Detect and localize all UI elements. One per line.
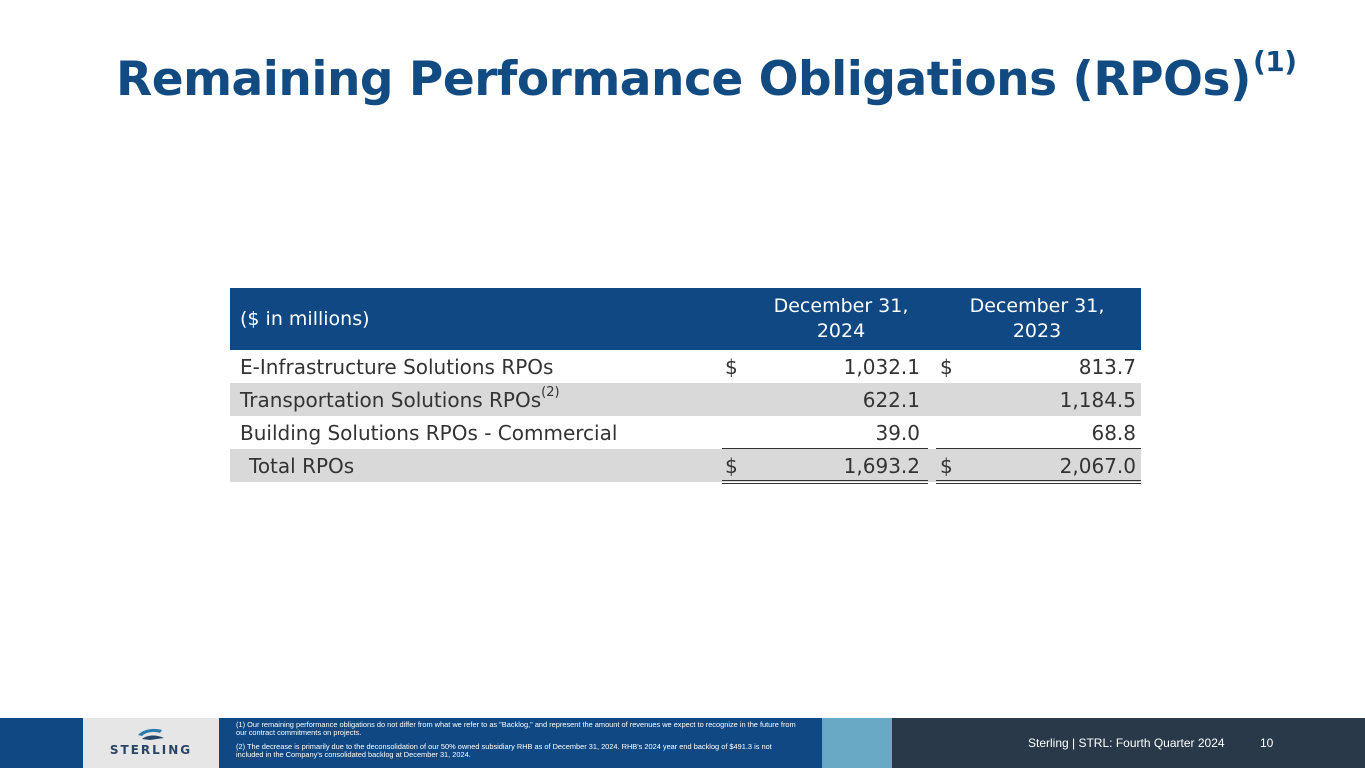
footnote-marker: (2) xyxy=(541,385,560,401)
value-2024: 1,693.2 xyxy=(843,454,920,478)
currency-symbol: $ xyxy=(940,454,953,478)
footer-left-block xyxy=(0,718,83,768)
footer-bar: STERLING (1) Our remaining performance o… xyxy=(0,718,1365,768)
logo-wordmark: STERLING xyxy=(109,743,193,757)
table-header: ($ in millions) December 31, 2024 Decembe… xyxy=(230,288,1141,350)
rpo-table: ($ in millions) December 31, 2024 Decembe… xyxy=(230,288,1141,484)
row-label: E-Infrastructure Solutions RPOs xyxy=(240,355,554,379)
sterling-logo-icon xyxy=(138,728,164,740)
footnotes: (1) Our remaining performance obligation… xyxy=(219,718,822,768)
value-2024: 39.0 xyxy=(875,421,920,445)
title-footnote-marker: (1) xyxy=(1252,45,1297,78)
table-row: Transportation Solutions RPOs(2) 622.1 1… xyxy=(230,383,1141,416)
subtotal-rule xyxy=(936,448,1141,449)
column-header-2023: December 31, 2023 xyxy=(969,295,1105,342)
table-row-total: Total RPOs $ 1,693.2 $ 2,067.0 xyxy=(230,449,1141,484)
row-label: Transportation Solutions RPOs(2) xyxy=(240,385,560,412)
table-row: E-Infrastructure Solutions RPOs $ 1,032.… xyxy=(230,350,1141,383)
page-title: Remaining Performance Obligations (RPOs)… xyxy=(116,45,1297,107)
footer-accent-block xyxy=(822,718,892,768)
value-2024: 622.1 xyxy=(862,388,920,412)
total-double-rule xyxy=(722,480,928,484)
value-2024: 1,032.1 xyxy=(843,355,920,379)
currency-symbol: $ xyxy=(725,355,738,379)
total-double-rule xyxy=(936,480,1141,484)
value-2023: 2,067.0 xyxy=(1059,454,1136,478)
value-2023: 68.8 xyxy=(1091,421,1136,445)
footer-tagline: Sterling | STRL: Fourth Quarter 2024 xyxy=(1028,736,1225,750)
row-label: Total RPOs xyxy=(249,454,355,478)
currency-symbol: $ xyxy=(940,355,953,379)
company-logo: STERLING xyxy=(83,718,219,768)
value-2023: 813.7 xyxy=(1078,355,1136,379)
footnote-1: (1) Our remaining performance obligation… xyxy=(236,720,796,737)
value-2023: 1,184.5 xyxy=(1059,388,1136,412)
footer-info-block: Sterling | STRL: Fourth Quarter 2024 10 xyxy=(892,718,1365,768)
row-label: Building Solutions RPOs - Commercial xyxy=(240,421,618,445)
footnote-2: (2) The decrease is primarily due to the… xyxy=(236,742,772,759)
units-label: ($ in millions) xyxy=(240,308,370,330)
table-row: Building Solutions RPOs - Commercial 39.… xyxy=(230,416,1141,449)
page-number: 10 xyxy=(1260,736,1274,750)
currency-symbol: $ xyxy=(725,454,738,478)
subtotal-rule xyxy=(722,448,928,449)
column-header-2024: December 31, 2024 xyxy=(773,295,909,342)
